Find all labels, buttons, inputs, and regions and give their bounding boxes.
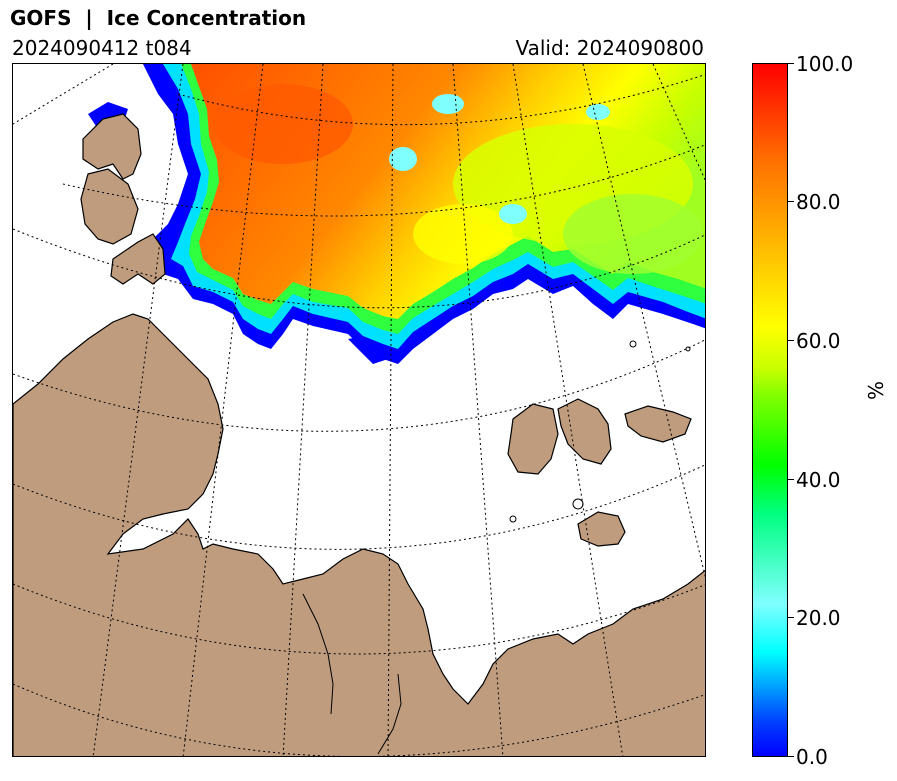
meridian-line bbox=[652, 64, 705, 181]
parallel-line bbox=[13, 339, 705, 432]
colorbar-tick-label: 100.0 bbox=[796, 52, 854, 76]
colorbar-tick bbox=[788, 201, 794, 202]
valid-time-label: Valid: 2024090800 bbox=[515, 36, 704, 60]
colorbar-tick-label: 80.0 bbox=[796, 190, 841, 214]
meridian-line bbox=[387, 64, 394, 756]
small-island bbox=[685, 346, 691, 352]
land-mainland bbox=[13, 313, 705, 756]
colorbar-tick bbox=[788, 63, 794, 64]
small-island bbox=[509, 515, 517, 523]
land-severnaya-zemlya-1 bbox=[507, 403, 559, 475]
parallel-line bbox=[13, 583, 705, 655]
ice-low-patch bbox=[389, 147, 417, 171]
land-severnaya-zemlya-3 bbox=[624, 405, 692, 443]
river bbox=[377, 673, 402, 755]
colorbar bbox=[752, 63, 788, 757]
parallel-line bbox=[13, 683, 705, 756]
small-island bbox=[629, 340, 637, 348]
colorbar-tick-label: 40.0 bbox=[796, 468, 841, 492]
colorbar-tick bbox=[788, 617, 794, 618]
meridian-line bbox=[452, 64, 504, 756]
coastline-details bbox=[302, 340, 691, 755]
map-title: GOFS | Ice Concentration bbox=[10, 6, 307, 30]
land-novaya-zemlya-north bbox=[82, 113, 142, 180]
colorbar-tick-label: 20.0 bbox=[796, 606, 841, 630]
colorbar-unit-label: % bbox=[864, 380, 888, 400]
land-novaya-zemlya-mid bbox=[80, 168, 139, 245]
colorbar-tick bbox=[788, 756, 794, 757]
river bbox=[302, 593, 334, 715]
ice-low-patch bbox=[586, 104, 610, 120]
land-layer bbox=[13, 113, 705, 756]
meridian-line bbox=[512, 64, 624, 756]
parallel-line bbox=[62, 144, 705, 217]
meridian-line bbox=[282, 64, 324, 756]
land-bolshevik-island bbox=[577, 511, 626, 547]
map-canvas bbox=[13, 64, 705, 756]
meridian-line bbox=[582, 64, 705, 578]
colorbar-tick bbox=[788, 479, 794, 480]
ice-high-patch bbox=[213, 84, 353, 164]
graticule bbox=[13, 64, 705, 756]
map-panel bbox=[12, 63, 706, 757]
small-island bbox=[572, 498, 584, 510]
colorbar-tick-label: 60.0 bbox=[796, 329, 841, 353]
meridian-line bbox=[182, 64, 264, 756]
ice-mid-patch bbox=[413, 204, 513, 264]
ice-mid-patch bbox=[563, 194, 703, 274]
run-label: 2024090412 t084 bbox=[12, 36, 192, 60]
parallel-line bbox=[13, 464, 705, 550]
meridian-line bbox=[92, 64, 184, 756]
ice-low-patch bbox=[432, 94, 464, 114]
colorbar-tick-label: 0.0 bbox=[796, 745, 828, 769]
land-novaya-zemlya-south bbox=[110, 233, 166, 285]
land-severnaya-zemlya-2 bbox=[557, 398, 612, 465]
ice-low-patch bbox=[499, 204, 527, 224]
colorbar-tick bbox=[788, 340, 794, 341]
